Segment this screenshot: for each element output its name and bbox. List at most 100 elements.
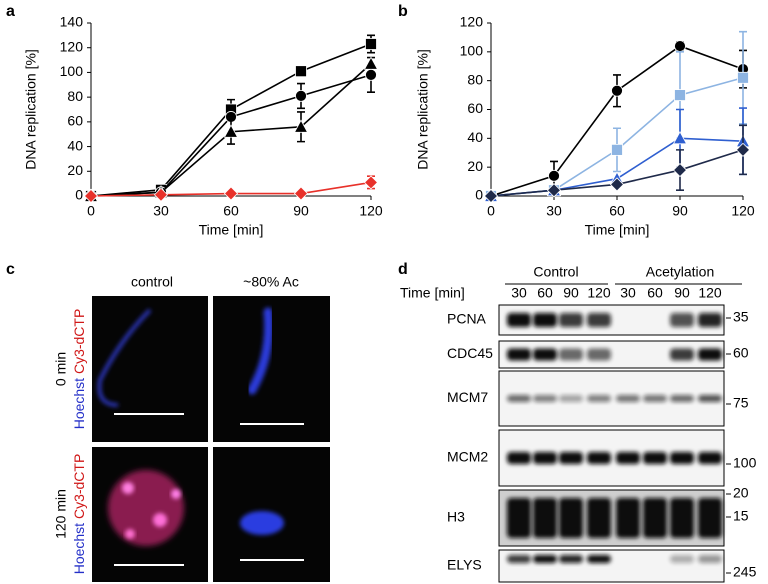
band xyxy=(507,498,531,538)
column-label: ~80% Ac xyxy=(243,274,299,290)
band xyxy=(616,395,640,402)
marker xyxy=(365,69,377,81)
band xyxy=(559,452,583,464)
marker xyxy=(483,188,499,204)
y-tick-label: 40 xyxy=(467,129,483,145)
lane-label: 60 xyxy=(537,285,553,301)
marker xyxy=(223,124,239,138)
band xyxy=(559,313,583,327)
band xyxy=(643,498,667,538)
band xyxy=(559,498,583,538)
band xyxy=(616,498,640,538)
size-marker: 245 xyxy=(733,564,757,580)
y-tick-label: 80 xyxy=(467,71,483,87)
band xyxy=(698,498,722,538)
y-tick-label: 0 xyxy=(75,187,83,203)
band xyxy=(533,452,557,464)
panel-label: c xyxy=(6,261,15,278)
band xyxy=(643,395,667,402)
y-tick-label: 60 xyxy=(67,113,83,129)
band xyxy=(559,395,583,402)
x-tick-label: 60 xyxy=(609,203,625,219)
lane-label: 120 xyxy=(698,285,722,301)
band xyxy=(670,313,694,327)
nucleus xyxy=(108,470,184,546)
band xyxy=(533,555,557,563)
band xyxy=(670,452,694,464)
size-marker: 100 xyxy=(733,455,757,471)
x-axis-label: Time [min] xyxy=(585,222,650,238)
marker xyxy=(674,40,686,52)
band xyxy=(507,348,531,361)
band xyxy=(507,555,531,563)
band xyxy=(670,395,694,402)
x-tick-label: 0 xyxy=(487,203,495,219)
marker xyxy=(365,38,377,50)
stain-label: Hoechst Cy3-dCTP xyxy=(71,454,87,575)
stain: Hoechst xyxy=(71,523,87,574)
marker xyxy=(672,162,688,178)
band xyxy=(533,348,557,361)
lane-label: 30 xyxy=(511,285,527,301)
marker xyxy=(153,187,169,202)
time-label: Time [min] xyxy=(400,285,465,301)
marker xyxy=(295,65,307,78)
size-marker: 60 xyxy=(733,345,749,361)
band xyxy=(559,348,583,361)
marker xyxy=(223,186,239,201)
marker xyxy=(295,90,307,102)
protein-label: MCM7 xyxy=(447,389,488,405)
y-tick-label: 120 xyxy=(460,14,484,30)
x-tick-label: 30 xyxy=(546,203,562,219)
band xyxy=(533,395,557,402)
band xyxy=(670,498,694,538)
row-label: 120 min xyxy=(53,489,69,539)
stain-label: Hoechst Cy3-dCTP xyxy=(71,309,87,430)
x-tick-label: 120 xyxy=(359,203,383,219)
x-tick-label: 0 xyxy=(87,203,95,219)
stain: Hoechst xyxy=(71,378,87,429)
nucleus xyxy=(97,308,152,407)
marker xyxy=(611,84,623,97)
band xyxy=(616,452,640,464)
x-tick-label: 30 xyxy=(153,203,169,219)
band xyxy=(587,452,611,464)
band xyxy=(698,313,722,327)
micrograph xyxy=(92,296,208,442)
nucleus xyxy=(240,511,284,535)
lane-label: 120 xyxy=(587,285,611,301)
band xyxy=(587,395,611,402)
marker xyxy=(363,56,379,70)
protein-label: H3 xyxy=(447,509,465,525)
y-axis-label: DNA replication [%] xyxy=(415,49,431,170)
panel-label: d xyxy=(398,261,408,278)
group-label: Control xyxy=(533,264,578,280)
y-tick-label: 140 xyxy=(60,14,84,30)
y-tick-label: 0 xyxy=(475,187,483,203)
band xyxy=(670,555,694,563)
y-tick-label: 20 xyxy=(67,162,83,178)
marker xyxy=(546,183,562,198)
band xyxy=(533,313,557,327)
band xyxy=(533,498,557,538)
panel-label: a xyxy=(6,3,15,20)
band xyxy=(643,452,667,464)
marker xyxy=(674,89,686,101)
y-axis-label: DNA replication [%] xyxy=(23,49,39,170)
protein-label: ELYS xyxy=(447,557,482,573)
column-label: control xyxy=(131,274,173,290)
marker xyxy=(293,119,309,133)
spot xyxy=(171,489,181,499)
protein-label: MCM2 xyxy=(447,449,488,465)
lane-label: 90 xyxy=(674,285,690,301)
panel-c: c control ~80% Ac 0 min Hoechst Cy3-dCTP… xyxy=(6,261,330,582)
blot xyxy=(498,549,725,583)
protein-label: CDC45 xyxy=(447,345,493,361)
lane-label: 90 xyxy=(563,285,579,301)
band xyxy=(559,555,583,563)
spot xyxy=(153,513,167,527)
nucleus xyxy=(247,307,274,395)
band xyxy=(507,452,531,464)
panel-label: b xyxy=(398,3,408,20)
marker xyxy=(548,169,560,182)
